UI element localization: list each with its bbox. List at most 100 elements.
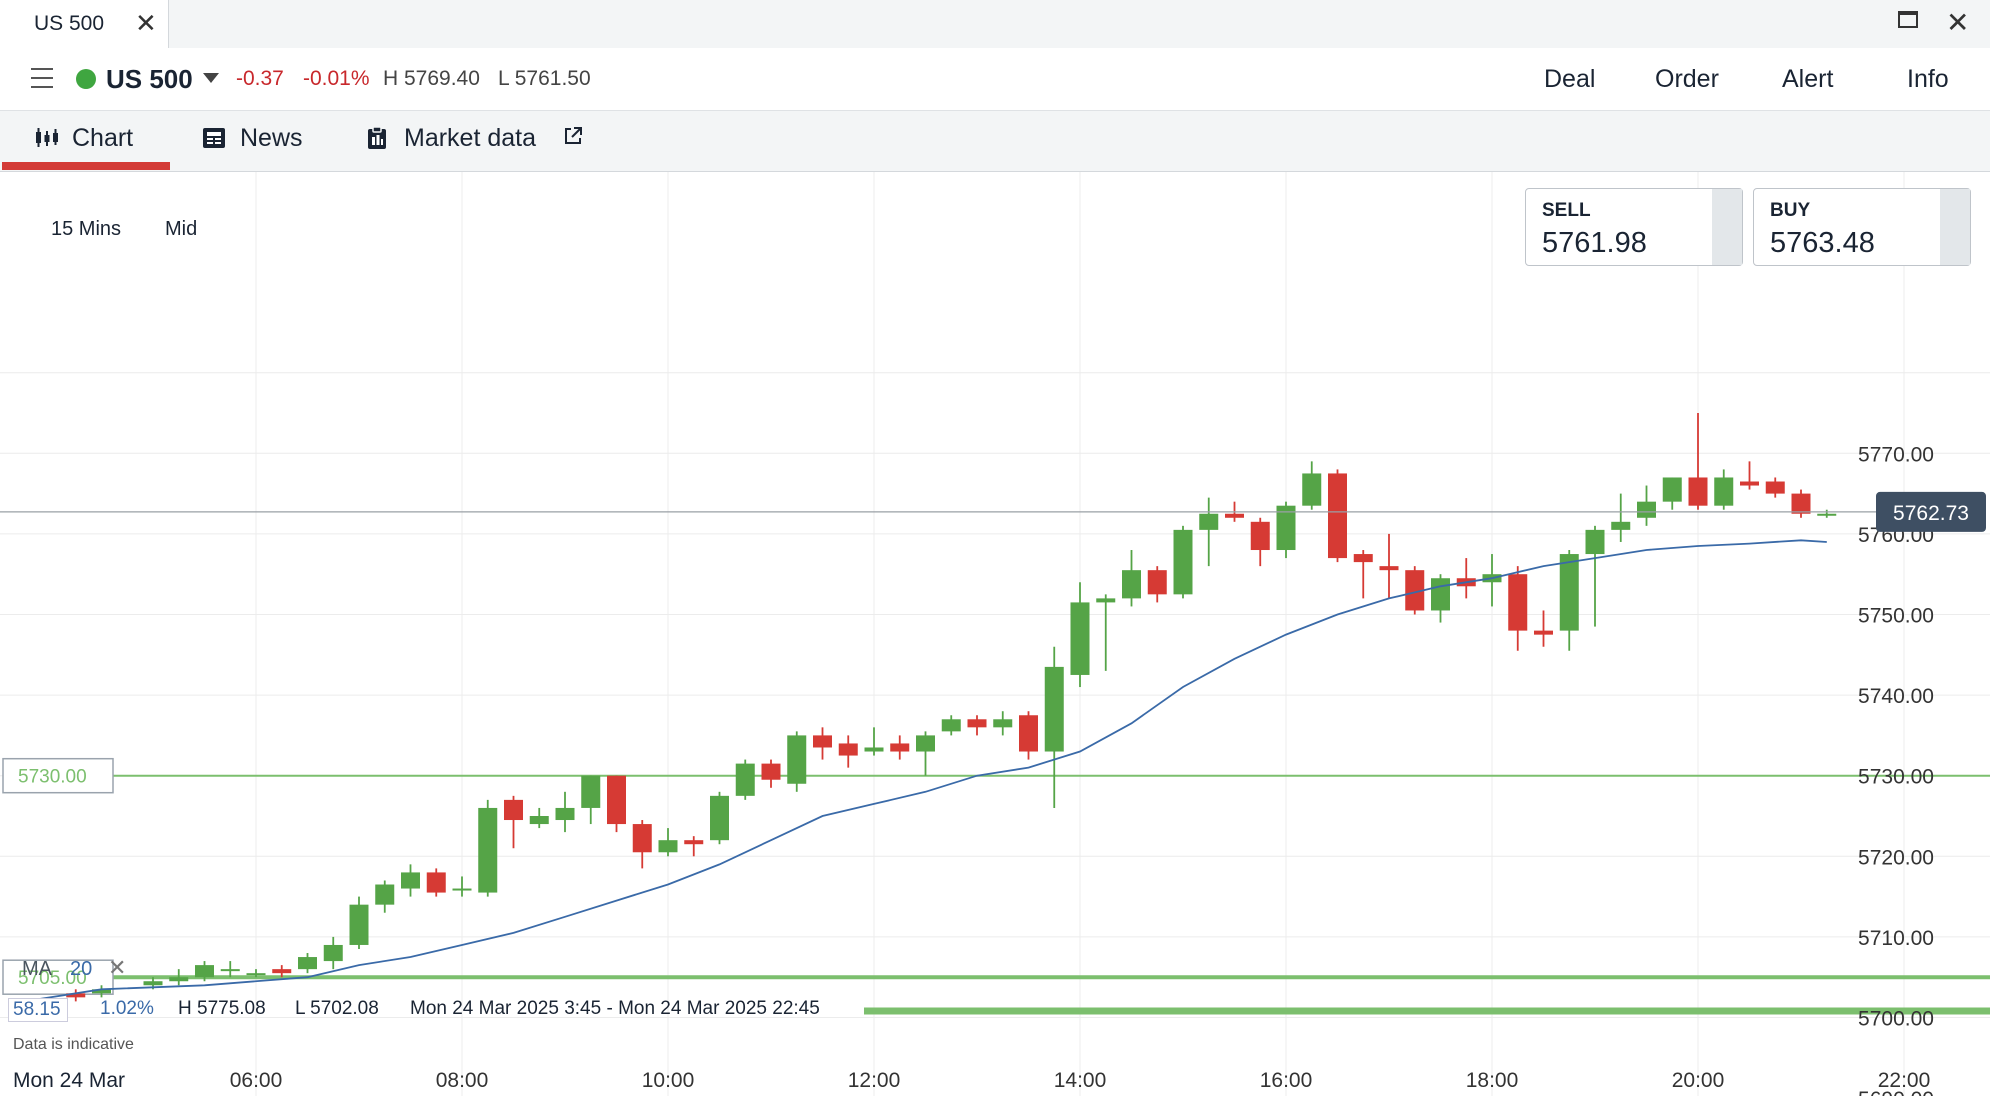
y-tick-label: 5710.00 [1858, 927, 1934, 950]
candle-body [1044, 666, 1064, 752]
close-window-icon[interactable]: ✕ [1946, 7, 1970, 38]
alert-button[interactable]: Alert [1782, 65, 1834, 93]
y-tick-label: 5740.00 [1858, 685, 1934, 708]
maximize-icon[interactable] [1898, 11, 1918, 28]
price-change: -0.37 [236, 67, 284, 90]
level-label: 5730.00 [18, 767, 87, 788]
candle-body [169, 977, 189, 982]
candle-body [787, 735, 807, 784]
candle-body [735, 763, 755, 796]
candle-body [272, 969, 292, 974]
moving-average-line [24, 539, 1827, 1003]
candle-body [92, 989, 111, 994]
timeframe-selector[interactable]: 15 Mins [51, 218, 122, 240]
external-link-icon[interactable] [562, 125, 584, 147]
candle-body [632, 824, 652, 853]
candle-body [1431, 578, 1450, 611]
chart-grid [0, 172, 1990, 1096]
y-axis: 5690.00 5700.00 5710.00 5720.00 5730.00 5740.… [1858, 443, 1934, 1096]
candle-body [607, 775, 626, 825]
x-tick-label: 12:00 [848, 1069, 901, 1092]
range-high: H 5775.08 [178, 998, 266, 1019]
tab-news[interactable]: News [240, 124, 303, 152]
instrument-header: US 500 -0.37 -0.01% H 5769.40 L 5761.50 … [0, 48, 1990, 111]
clipboard-icon [368, 126, 386, 149]
data-disclaimer: Data is indicative [13, 1036, 134, 1053]
indicator-period[interactable]: 20 [70, 958, 93, 980]
candle-body [504, 799, 523, 821]
tab-chart[interactable]: Chart [72, 124, 134, 152]
candle-body [1250, 521, 1270, 551]
candle-body [1714, 477, 1734, 506]
y-tick-label: 5770.00 [1858, 443, 1934, 466]
candle-body [1147, 570, 1167, 595]
y-tick-label: 5690.00 [1858, 1088, 1934, 1096]
candle-body [1122, 570, 1141, 599]
x-tick-label: 16:00 [1260, 1069, 1313, 1092]
sell-ticket[interactable]: SELL 5761.98 [1525, 188, 1743, 266]
order-button[interactable]: Order [1655, 65, 1719, 93]
y-tick-label: 5730.00 [1858, 766, 1934, 789]
candle-body [1199, 513, 1219, 530]
candle-body [349, 904, 369, 945]
level-label: 5705.00 [18, 968, 87, 989]
price-type-selector[interactable]: Mid [165, 218, 198, 240]
candle-body [529, 816, 549, 825]
hamburger-menu-icon[interactable] [31, 68, 53, 88]
candle-body [916, 735, 935, 752]
candle-body [246, 973, 266, 976]
candle-body [1688, 477, 1708, 506]
candle-body [1302, 473, 1322, 506]
ma-value: 58.15 [8, 998, 68, 1022]
chevron-down-icon[interactable] [203, 73, 219, 83]
y-tick-label: 5750.00 [1858, 605, 1934, 628]
deal-button[interactable]: Deal [1544, 65, 1596, 93]
x-date-label: Mon 24 Mar [13, 1069, 125, 1092]
range-low: L 5702.08 [295, 998, 379, 1019]
candle-body [1534, 630, 1553, 635]
candle-body [1662, 477, 1682, 502]
sell-label: SELL [1542, 200, 1591, 221]
candle-body [993, 719, 1013, 728]
instrument-name[interactable]: US 500 [106, 64, 193, 94]
y-tick-label: 5700.00 [1858, 1008, 1934, 1031]
candle-body [1353, 554, 1373, 563]
x-axis: Mon 24 Mar 06:00 08:00 10:00 12:00 14:00 16:00… [13, 1069, 1930, 1092]
candle-body [710, 795, 729, 841]
candle-body [1328, 473, 1347, 559]
close-tab-icon[interactable]: ✕ [135, 8, 157, 38]
buy-ticket[interactable]: BUY 5763.48 [1753, 188, 1971, 266]
candle-body [555, 807, 575, 821]
x-tick-label: 14:00 [1054, 1069, 1107, 1092]
candle-body [66, 993, 86, 998]
candle-body [1791, 493, 1811, 514]
info-button[interactable]: Info [1907, 65, 1949, 93]
candle-body [401, 872, 420, 889]
instrument-tab[interactable]: US 500 ✕ [0, 0, 169, 48]
price-chart[interactable]: 5730.00 5705.00 5690.00 5700.00 5710.00 5720… [0, 172, 1990, 1096]
candle-body [813, 735, 832, 748]
x-tick-label: 18:00 [1466, 1069, 1519, 1092]
window-tab-bar: US 500 ✕ ✕ [0, 0, 1990, 49]
y-tick-label: 5720.00 [1858, 846, 1934, 869]
candle-body [1740, 481, 1759, 486]
price-change-percent: -0.01% [303, 67, 370, 90]
price-level-lines: 5730.00 5705.00 [2, 757, 1990, 1015]
candle-body [1019, 715, 1038, 752]
newspaper-icon [203, 128, 225, 148]
level-label-box [2, 757, 114, 794]
current-price-badge [1876, 491, 1986, 532]
candle-body [298, 957, 317, 970]
remove-indicator-icon[interactable]: ✕ [108, 955, 127, 980]
buy-price: 5763.48 [1770, 227, 1875, 259]
tab-market-data[interactable]: Market data [404, 124, 537, 152]
candle-body [1508, 574, 1528, 631]
candle-body [1173, 529, 1193, 595]
session-high: H 5769.40 [383, 67, 480, 90]
buy-label: BUY [1770, 200, 1811, 221]
candle-body [761, 763, 781, 780]
ma-percent: 1.02% [100, 998, 154, 1019]
candle-body [375, 884, 395, 905]
candle-body [967, 719, 987, 728]
candlestick-series [66, 413, 1837, 1002]
